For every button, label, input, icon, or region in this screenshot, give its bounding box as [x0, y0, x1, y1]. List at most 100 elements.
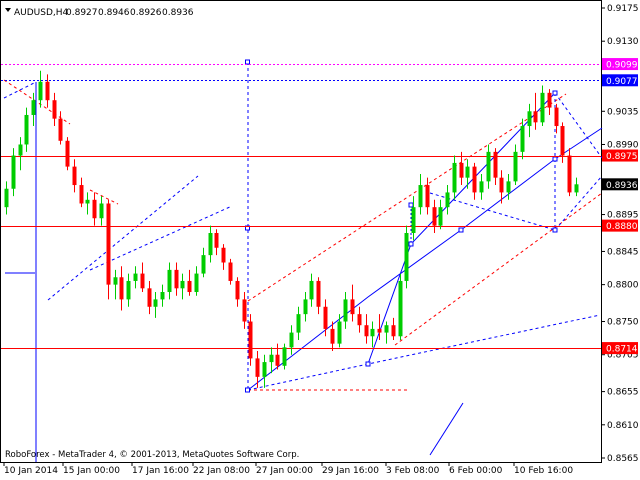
- candle-body: [350, 299, 355, 315]
- y-tick-label: 0.9175: [607, 4, 639, 14]
- trend-line: [408, 202, 414, 208]
- candle: [208, 225, 213, 263]
- candle: [160, 284, 165, 307]
- candle-body: [160, 292, 165, 300]
- level-tag-box: [602, 74, 638, 87]
- candle-body: [235, 280, 240, 300]
- candle-body: [180, 280, 185, 289]
- trend-line: [552, 90, 558, 96]
- candle: [309, 273, 314, 307]
- candle-body: [228, 262, 233, 281]
- candle-body: [18, 144, 23, 156]
- candle: [384, 321, 389, 344]
- candle: [404, 225, 409, 289]
- candle-body: [343, 299, 348, 322]
- candle: [493, 148, 498, 186]
- candle: [180, 273, 185, 300]
- level-tag-label: 0.8880: [606, 222, 638, 232]
- candle: [479, 173, 484, 200]
- x-tick-label: 6 Feb 00:00: [449, 466, 503, 476]
- candle-body: [38, 81, 43, 101]
- trend-line: [429, 192, 556, 231]
- y-tick-label: 0.8655: [607, 388, 639, 398]
- level-tag-label: 0.9077: [606, 77, 638, 87]
- candle-body: [72, 166, 77, 186]
- x-tick-label: 17 Jan 16:00: [132, 466, 189, 476]
- candle: [126, 273, 131, 307]
- candle: [398, 273, 403, 340]
- candle: [289, 325, 294, 355]
- candle-body: [404, 233, 409, 281]
- candle-body: [65, 140, 70, 167]
- level-tag-label: 0.9099: [606, 61, 638, 71]
- candle-body: [45, 81, 50, 101]
- candle: [411, 196, 416, 241]
- y-tick-label: 0.9130: [607, 37, 639, 47]
- candle-body: [527, 111, 532, 127]
- candle: [201, 247, 206, 278]
- candle: [547, 89, 552, 115]
- candle: [554, 103, 559, 134]
- candle-body: [85, 199, 90, 204]
- candle: [72, 159, 77, 193]
- candle-body: [459, 162, 464, 178]
- trend-line: [365, 361, 371, 367]
- candle: [269, 347, 274, 374]
- x-tick-label: 15 Jan 00:00: [63, 466, 120, 476]
- candle-body: [113, 277, 118, 285]
- candle: [425, 177, 430, 215]
- candle: [38, 70, 43, 108]
- x-tick-label: 29 Jan 16:00: [322, 466, 379, 476]
- candle: [438, 199, 443, 230]
- candle: [350, 284, 355, 322]
- candle-body: [208, 233, 213, 256]
- candle: [113, 269, 118, 300]
- level-lines: [1, 64, 601, 349]
- candle: [18, 137, 23, 171]
- candle-body: [79, 185, 84, 204]
- candle-body: [486, 151, 491, 182]
- trend-line: [552, 227, 558, 233]
- candle-body: [506, 181, 511, 193]
- candle-body: [4, 188, 9, 208]
- candle: [275, 343, 280, 370]
- candle-body: [153, 299, 158, 307]
- candle-body: [262, 362, 267, 377]
- candle-body: [316, 280, 321, 307]
- candle-body: [411, 207, 416, 233]
- candle-body: [282, 347, 287, 366]
- candle: [506, 173, 511, 200]
- candle: [214, 229, 219, 256]
- candle: [337, 314, 342, 348]
- level-tag: 0.9077: [602, 74, 638, 87]
- candle: [540, 85, 545, 127]
- chart-header: AUDUSD,H4 0.8927 0.8946 0.8926 0.8936: [5, 8, 194, 18]
- candle-body: [248, 321, 253, 359]
- candle-body: [303, 299, 308, 315]
- trend-line: [245, 59, 250, 65]
- candle-body: [296, 314, 301, 333]
- candle-body: [438, 207, 443, 226]
- trend-channel-line: [89, 189, 119, 205]
- trend-line: [429, 402, 464, 456]
- level-tag-box: [602, 149, 638, 162]
- candle-body: [465, 166, 470, 178]
- candle: [235, 277, 240, 307]
- candle-body: [499, 177, 504, 193]
- y-tick-label: 0.8990: [607, 140, 639, 150]
- candle: [31, 92, 36, 127]
- candle: [140, 262, 145, 293]
- candle-body: [493, 151, 498, 178]
- candle: [377, 314, 382, 340]
- candle-body: [140, 273, 145, 289]
- level-tag: 0.8880: [602, 219, 638, 232]
- x-tick-label: 22 Jan 08:00: [193, 466, 250, 476]
- candle: [255, 351, 260, 388]
- candle: [282, 343, 287, 370]
- candle: [85, 192, 90, 215]
- candle: [445, 185, 450, 215]
- level-tag: 0.9099: [602, 58, 638, 71]
- trend-line: [552, 156, 558, 162]
